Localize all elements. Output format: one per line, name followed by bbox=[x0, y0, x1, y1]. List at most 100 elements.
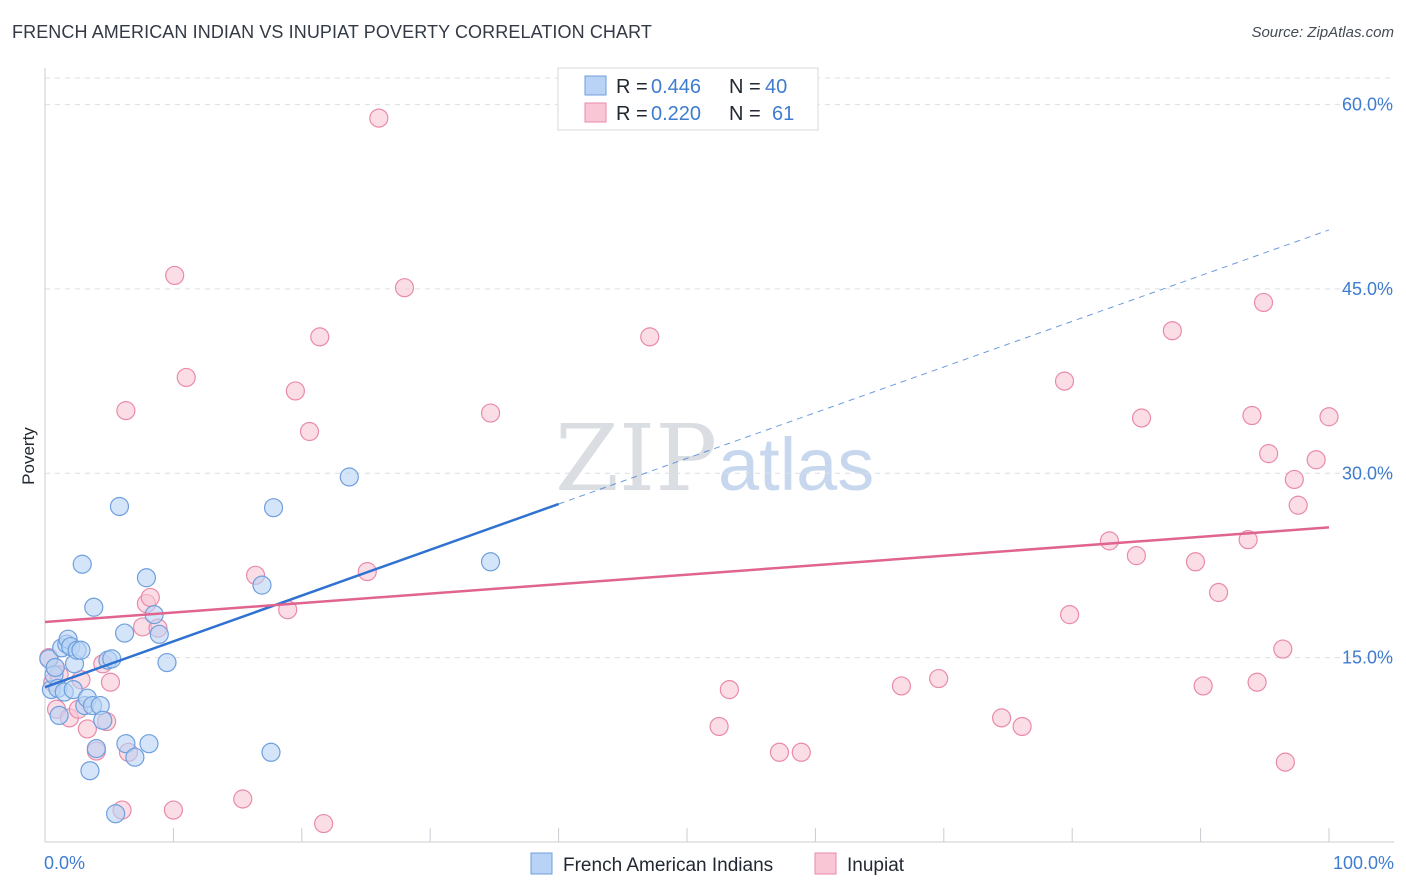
french-american-indian-point-26 bbox=[106, 804, 126, 824]
inupiat-point-41 bbox=[991, 708, 1012, 728]
inupiat-point-60 bbox=[1288, 495, 1308, 515]
inupiat-point-21 bbox=[165, 265, 185, 286]
french-american-indian-trend-line bbox=[44, 502, 560, 689]
inupiat-point-27 bbox=[299, 421, 320, 442]
inupiat-point-54 bbox=[1247, 672, 1267, 692]
x-tick-label-min: 0.0% bbox=[44, 853, 85, 873]
inupiat-point-48 bbox=[1162, 321, 1182, 341]
legend-r-value-2: 0.220 bbox=[651, 103, 701, 125]
axes bbox=[44, 68, 1394, 843]
inupiat-point-12 bbox=[100, 672, 121, 692]
french-american-indian-point-40 bbox=[480, 552, 501, 572]
x-tick-label-max: 100.0% bbox=[1333, 853, 1394, 873]
legend-n-label-1: N = bbox=[729, 76, 766, 98]
inupiat-point-36 bbox=[719, 679, 739, 700]
french-american-indian-point-34 bbox=[149, 624, 169, 644]
inupiat-point-45 bbox=[1099, 531, 1120, 551]
inupiat-point-18 bbox=[140, 587, 160, 608]
inupiat-point-47 bbox=[1131, 408, 1152, 428]
french-american-indian-point-14 bbox=[71, 640, 91, 660]
inupiat-point-8 bbox=[77, 719, 97, 739]
inupiat-point-14 bbox=[116, 401, 136, 421]
french-american-indian-point-32 bbox=[139, 734, 159, 754]
inupiat-point-62 bbox=[1319, 407, 1339, 427]
series-legend: French American Indians Inupiat bbox=[530, 852, 905, 876]
french-american-indian-point-18 bbox=[80, 761, 100, 781]
legend-n-value-2: 61 bbox=[772, 103, 794, 125]
inupiat-point-38 bbox=[791, 742, 811, 762]
inupiat-point-40 bbox=[929, 668, 949, 689]
legend-n-label-2: N = bbox=[729, 103, 766, 125]
french-american-indian-point-15 bbox=[72, 554, 92, 574]
french-american-indian-points bbox=[39, 467, 501, 824]
french-american-indian-point-36 bbox=[252, 575, 272, 595]
french-american-indian-point-37 bbox=[261, 742, 281, 762]
french-american-indian-point-38 bbox=[263, 498, 284, 518]
french-american-indian-point-28 bbox=[115, 623, 135, 643]
inupiat-trend-line bbox=[44, 526, 1330, 624]
inupiat-point-50 bbox=[1193, 676, 1213, 696]
french-american-indian-point-11 bbox=[63, 679, 83, 700]
inupiat-point-23 bbox=[233, 789, 253, 809]
inupiat-point-42 bbox=[1012, 716, 1032, 737]
inupiat-point-28 bbox=[310, 327, 330, 347]
series-legend-label-inupiat: Inupiat bbox=[847, 855, 905, 876]
series-legend-label-french-american-indians: French American Indians bbox=[563, 855, 773, 876]
french-american-indian-trend-extension bbox=[558, 229, 1330, 505]
inupiat-point-35 bbox=[709, 716, 729, 737]
trend-lines bbox=[44, 229, 1330, 689]
inupiat-point-56 bbox=[1259, 444, 1279, 464]
legend-swatch-blue bbox=[584, 75, 607, 96]
inupiat-point-44 bbox=[1060, 605, 1080, 625]
inupiat-point-52 bbox=[1238, 530, 1258, 550]
y-axis-label: Poverty bbox=[19, 427, 38, 485]
inupiat-point-29 bbox=[314, 813, 334, 834]
y-tick-labels: 15.0% 30.0% 45.0% 60.0% bbox=[1342, 95, 1393, 668]
series-legend-swatch-inupiat bbox=[814, 852, 837, 875]
inupiat-point-46 bbox=[1126, 546, 1147, 566]
y-tick-label-60: 60.0% bbox=[1342, 95, 1393, 115]
inupiat-point-39 bbox=[891, 676, 912, 696]
french-american-indian-point-21 bbox=[86, 738, 106, 759]
french-american-indian-point-23 bbox=[93, 710, 113, 730]
french-american-indian-point-29 bbox=[116, 734, 136, 754]
y-tick-label-30: 30.0% bbox=[1342, 463, 1393, 483]
watermark-atlas: atlas bbox=[718, 423, 874, 506]
x-ticks bbox=[44, 828, 1330, 842]
inupiat-point-37 bbox=[769, 742, 790, 762]
inupiat-point-53 bbox=[1242, 405, 1262, 426]
inupiat-point-43 bbox=[1054, 371, 1075, 391]
legend-n-value-1: 40 bbox=[765, 76, 787, 98]
inupiat-point-57 bbox=[1273, 639, 1293, 659]
inupiat-point-58 bbox=[1275, 752, 1295, 772]
inupiat-point-59 bbox=[1284, 469, 1304, 490]
chart-title: FRENCH AMERICAN INDIAN VS INUPIAT POVERT… bbox=[12, 22, 653, 42]
inupiat-point-61 bbox=[1306, 450, 1326, 470]
french-american-indian-point-30 bbox=[125, 747, 145, 767]
inupiat-point-31 bbox=[369, 108, 389, 128]
french-american-indian-point-27 bbox=[109, 496, 130, 517]
inupiat-point-22 bbox=[176, 367, 196, 388]
legend-r-value-1: 0.446 bbox=[651, 76, 701, 98]
inupiat-point-49 bbox=[1185, 552, 1206, 572]
french-american-indian-point-31 bbox=[136, 568, 157, 588]
inupiat-point-32 bbox=[394, 278, 415, 298]
inupiat-point-34 bbox=[640, 327, 660, 347]
series-legend-swatch-french-american-indians bbox=[530, 852, 553, 875]
y-tick-label-45: 45.0% bbox=[1342, 279, 1393, 299]
correlation-legend: R = 0.446 N = 40 R = 0.220 N = 61 bbox=[557, 67, 819, 131]
inupiat-point-26 bbox=[285, 381, 305, 401]
legend-r-label-2: R = bbox=[616, 103, 653, 125]
inupiat-point-51 bbox=[1208, 582, 1229, 603]
french-american-indian-point-39 bbox=[339, 467, 359, 487]
french-american-indian-point-5 bbox=[49, 705, 69, 726]
inupiat-point-33 bbox=[480, 403, 501, 423]
watermark-zip: ZIP bbox=[555, 405, 717, 512]
legend-swatch-pink bbox=[584, 102, 607, 123]
inupiat-point-55 bbox=[1253, 292, 1274, 313]
french-american-indian-point-20 bbox=[84, 597, 104, 617]
source-label: Source: ZipAtlas.com bbox=[1251, 24, 1394, 41]
french-american-indian-point-35 bbox=[157, 652, 177, 673]
y-tick-label-15: 15.0% bbox=[1342, 648, 1393, 668]
inupiat-point-20 bbox=[163, 800, 183, 820]
